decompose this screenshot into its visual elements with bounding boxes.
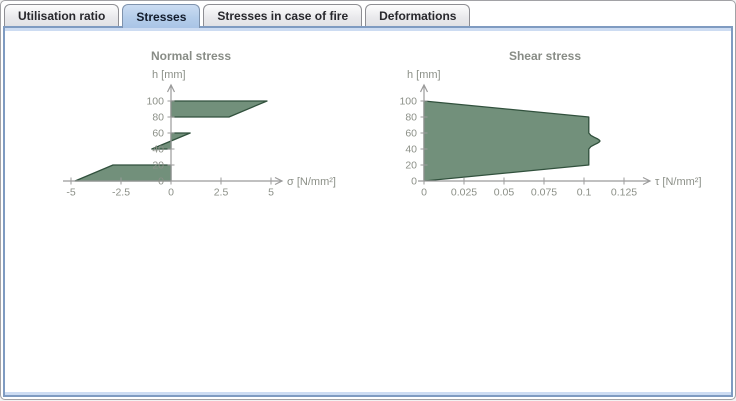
tab-stresses-in-case-of-fire[interactable]: Stresses in case of fire [203, 4, 363, 26]
tab-content-pane [3, 26, 733, 397]
tab-bar: Utilisation ratio Stresses Stresses in c… [4, 4, 471, 28]
tab-deformations[interactable]: Deformations [365, 4, 471, 26]
tab-utilisation-ratio[interactable]: Utilisation ratio [4, 4, 120, 26]
tab-stresses[interactable]: Stresses [122, 4, 201, 28]
